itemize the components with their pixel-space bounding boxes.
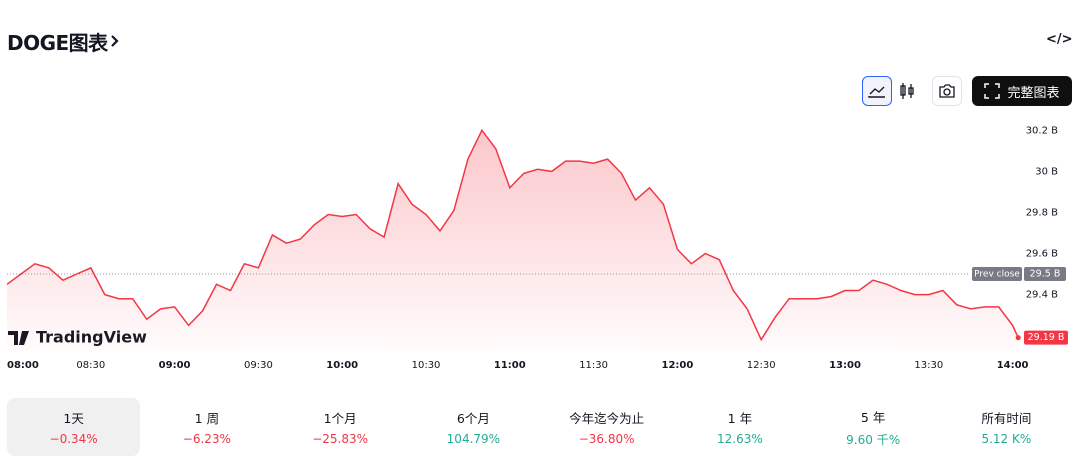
- x-tick-label: 09:30: [244, 360, 273, 371]
- period-tab[interactable]: 1个月 −25.83%: [274, 398, 407, 456]
- x-tick-label: 10:00: [326, 360, 358, 371]
- period-label: 5 年: [860, 409, 886, 425]
- y-tick-label: 29.6 B: [1026, 249, 1058, 260]
- area-fill: [7, 130, 1019, 350]
- x-tick-label: 11:00: [494, 360, 526, 371]
- period-tab[interactable]: 今年迄今为止 −36.80%: [540, 398, 673, 456]
- prev-close-label: Prev close: [974, 270, 1020, 280]
- y-tick-label: 29.4 B: [1026, 290, 1058, 301]
- period-change: 12.63%: [716, 432, 763, 446]
- period-change: 104.79%: [446, 432, 501, 446]
- period-label: 今年迄今为止: [569, 411, 645, 426]
- period-label: 6个月: [456, 411, 490, 426]
- x-tick-label: 09:00: [159, 360, 191, 371]
- y-tick-label: 30.2 B: [1026, 125, 1058, 136]
- expand-icon: [984, 83, 1001, 99]
- period-change: 5.12 K%: [981, 432, 1032, 446]
- x-tick-label: 14:00: [997, 360, 1029, 371]
- period-tab[interactable]: 6个月 104.79%: [407, 398, 540, 456]
- y-tick-label: 29.8 B: [1026, 207, 1058, 218]
- x-tick-label: 13:00: [829, 360, 861, 371]
- x-tick-label: 08:30: [76, 360, 105, 371]
- period-label: 所有时间: [981, 411, 1032, 426]
- screenshot-button[interactable]: [932, 76, 962, 106]
- page-title[interactable]: DOGE图表: [7, 31, 108, 55]
- last-value-label: 29.19 B: [1028, 332, 1065, 343]
- period-change: −0.34%: [49, 432, 98, 446]
- period-label: 1 年: [727, 411, 753, 426]
- last-point: [1015, 335, 1021, 341]
- y-tick-label: 30 B: [1035, 166, 1058, 177]
- period-change: −36.80%: [578, 432, 635, 446]
- price-line: [6, 128, 1019, 342]
- x-tick-label: 11:30: [579, 360, 608, 371]
- period-label: 1 周: [194, 411, 220, 426]
- line-icon: [868, 86, 885, 98]
- x-tick-label: 12:00: [661, 360, 693, 371]
- period-tab[interactable]: 5 年 9.60 千%: [807, 398, 940, 456]
- candle-chart-button[interactable]: [892, 76, 922, 106]
- period-label: 1个月: [323, 411, 357, 426]
- prev-close-value-tag: [1024, 267, 1066, 282]
- period-tab[interactable]: 1天 −0.34%: [7, 398, 141, 456]
- chart: TradingView29.4 B29.6 B29.8 B30 B30.2 B0…: [6, 125, 1068, 371]
- embed-button[interactable]: </>: [1046, 32, 1073, 47]
- x-tick-label: 12:30: [747, 360, 776, 371]
- camera-icon: [939, 84, 955, 98]
- period-change: −6.23%: [182, 432, 231, 446]
- prev-close-value: 29.5 B: [1030, 269, 1061, 280]
- period-label: 1天: [63, 411, 84, 426]
- candle-icon: [900, 83, 914, 99]
- period-tab[interactable]: 所有时间 5.12 K%: [940, 398, 1073, 456]
- line-chart-button[interactable]: [862, 76, 892, 106]
- full-chart-label: 完整图表: [1007, 85, 1060, 101]
- x-tick-label: 10:30: [412, 360, 441, 371]
- period-change: 9.60 千%: [846, 432, 901, 447]
- full-chart-button[interactable]: 完整图表: [972, 76, 1072, 106]
- x-tick-label: 08:00: [7, 360, 39, 371]
- period-tabs: 1天 −0.34% 1 周 −6.23% 1个月 −25.83% 6个月 104.79% 今年迄…: [7, 398, 1073, 456]
- period-tab[interactable]: 1 年 12.63%: [673, 398, 806, 456]
- prev-close-tag: [972, 267, 1022, 282]
- period-change: −25.83%: [312, 432, 369, 446]
- x-tick-label: 13:30: [914, 360, 943, 371]
- period-tab[interactable]: 1 周 −6.23%: [140, 398, 273, 456]
- last-value-tag: [1024, 330, 1068, 345]
- chevron-icon[interactable]: [110, 34, 120, 48]
